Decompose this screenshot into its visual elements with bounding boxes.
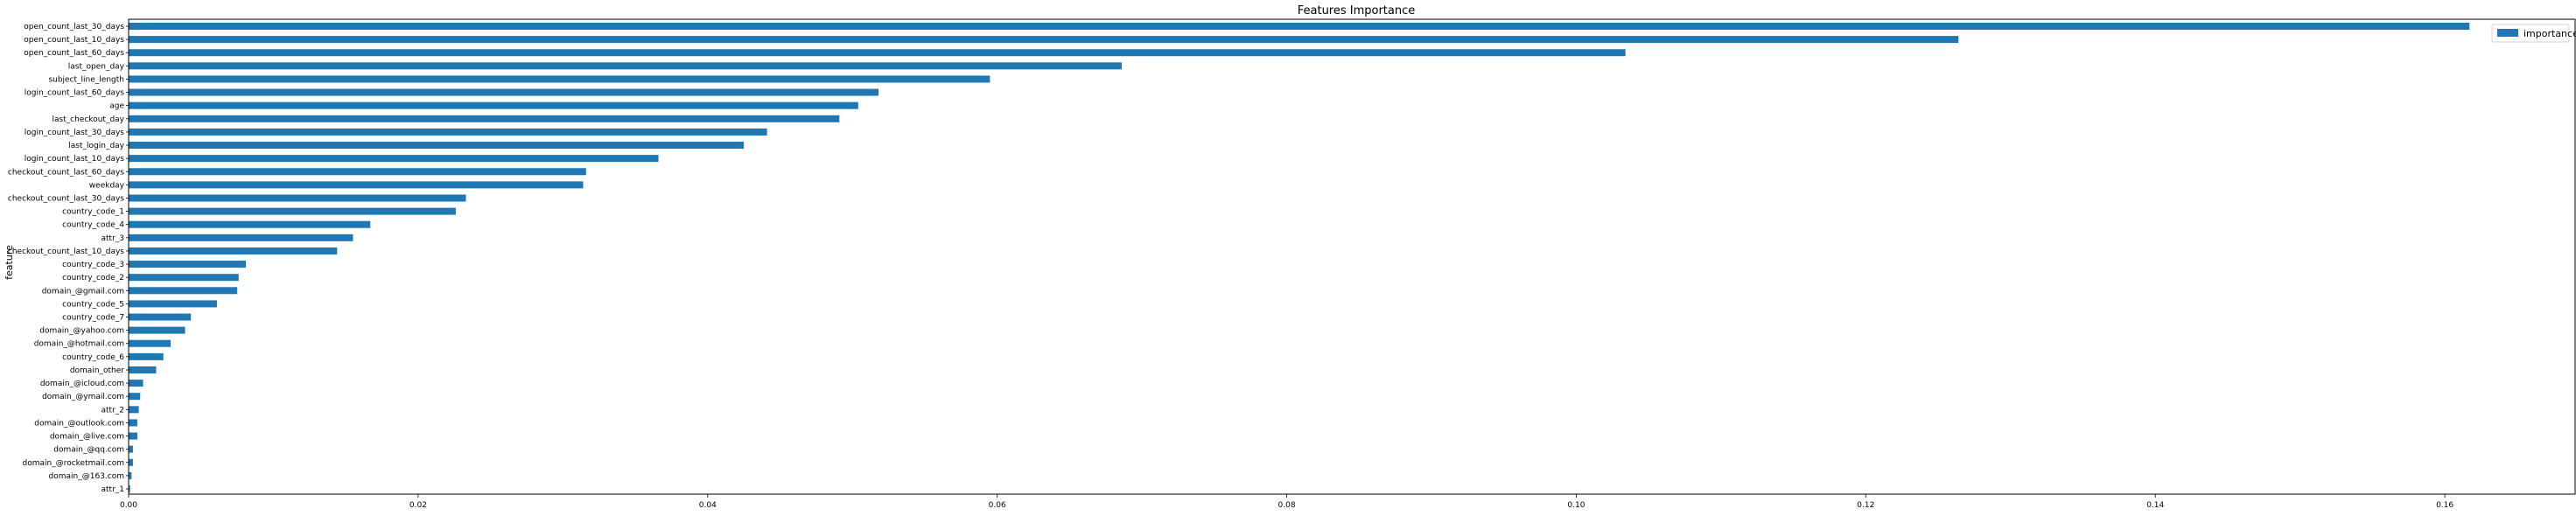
y-tick-label: domain_@icloud.com: [40, 380, 124, 388]
bar: [129, 194, 466, 202]
bar: [129, 287, 238, 295]
y-tick-label: checkout_count_last_30_days: [8, 194, 124, 203]
bar: [129, 88, 878, 96]
bar: [129, 181, 584, 189]
y-tick-label: attr_3: [102, 234, 125, 243]
y-tick-label: country_code_2: [62, 274, 124, 282]
y-tick-label: attr_2: [102, 406, 125, 415]
y-tick-label: country_code_6: [62, 353, 124, 362]
bar: [129, 261, 247, 268]
x-tick-label: 0.02: [410, 501, 427, 510]
y-tick-label: country_code_3: [62, 261, 124, 269]
bar: [129, 36, 1959, 44]
x-tick-label: 0.08: [1278, 501, 1296, 510]
bar: [129, 326, 186, 334]
bar: [129, 101, 858, 109]
y-tick-label: last_login_day: [68, 142, 124, 150]
y-tick-label: domain_@hotmail.com: [34, 340, 124, 349]
y-tick-label: country_code_4: [62, 221, 124, 230]
y-axis-label: feature: [4, 245, 15, 280]
bar: [129, 366, 157, 373]
y-tick-label: domain_@qq.com: [53, 446, 124, 455]
legend: importance: [2491, 24, 2576, 43]
bar: [129, 220, 371, 228]
bar: [129, 471, 132, 479]
y-tick-label: checkout_count_last_10_days: [8, 248, 124, 256]
x-tick-label: 0.00: [120, 501, 137, 510]
y-tick-label: last_checkout_day: [52, 115, 124, 124]
y-tick-label: checkout_count_last_60_days: [8, 168, 124, 177]
bar: [129, 207, 456, 215]
bar: [129, 75, 990, 83]
y-tick-label: login_count_last_60_days: [24, 89, 125, 98]
bar: [129, 247, 338, 255]
bar: [129, 115, 840, 122]
y-tick-label: open_count_last_60_days: [24, 49, 124, 58]
bar: [129, 380, 144, 387]
y-tick-label: open_count_last_30_days: [24, 23, 124, 31]
bar: [129, 23, 2470, 30]
y-tick-label: domain_@ymail.com: [42, 393, 124, 401]
chart-title: Features Importance: [1298, 4, 1416, 17]
legend-swatch: [2497, 29, 2518, 37]
y-tick-label: domain_other: [70, 366, 124, 375]
bars-group: [129, 23, 2470, 492]
y-tick-label: domain_@yahoo.com: [39, 327, 124, 336]
bar: [129, 49, 1626, 57]
bar: [129, 128, 767, 136]
y-tick-label: subject_line_length: [48, 75, 124, 84]
bar: [129, 419, 137, 427]
bar: [129, 458, 133, 466]
y-tick-label: domain_@rocketmail.com: [23, 459, 125, 468]
y-tick-label: weekday: [89, 181, 125, 190]
y-tick-label: last_open_day: [68, 62, 125, 71]
bar: [129, 168, 586, 176]
x-tick-label: 0.16: [2436, 501, 2454, 510]
x-tick-label: 0.10: [1567, 501, 1585, 510]
bar: [129, 339, 171, 347]
y-tick-label: domain_@gmail.com: [42, 287, 124, 296]
x-tick-label: 0.06: [989, 501, 1006, 510]
x-tick-label: 0.12: [1857, 501, 1874, 510]
y-tick-label: country_code_7: [62, 314, 124, 323]
y-tick-label: login_count_last_10_days: [24, 155, 125, 164]
bar: [129, 300, 217, 308]
x-ticks: 0.00 0.02 0.04 0.06 0.08 0.10 0.12 0.14 0.16: [120, 494, 2454, 510]
x-tick-label: 0.04: [699, 501, 717, 510]
y-tick-label: domain_@163.com: [49, 472, 124, 481]
y-tick-label: login_count_last_30_days: [24, 129, 125, 137]
bar: [129, 234, 354, 241]
bar: [129, 62, 1122, 70]
bar: [129, 406, 139, 414]
y-tick-label: age: [109, 102, 124, 111]
y-tick-label: country_code_5: [62, 300, 124, 309]
bar: [129, 432, 137, 440]
bar: [129, 155, 659, 163]
legend-label: importance: [2524, 28, 2576, 39]
bar: [129, 485, 130, 492]
y-tick-label: open_count_last_10_days: [24, 36, 124, 45]
bar: [129, 142, 745, 150]
x-tick-label: 0.14: [2146, 501, 2164, 510]
bar: [129, 393, 141, 401]
bar: [129, 352, 164, 360]
y-tick-label: domain_@outlook.com: [34, 419, 124, 428]
y-tick-label: attr_1: [102, 485, 125, 494]
y-tick-label: country_code_1: [62, 208, 124, 217]
bar: [129, 445, 133, 453]
plot-frame: [128, 18, 2576, 495]
bar: [129, 313, 192, 321]
bar: [129, 274, 239, 282]
y-tick-label: domain_@live.com: [50, 433, 124, 442]
y-tick-labels: open_count_last_30_days open_count_last_1…: [8, 23, 129, 494]
